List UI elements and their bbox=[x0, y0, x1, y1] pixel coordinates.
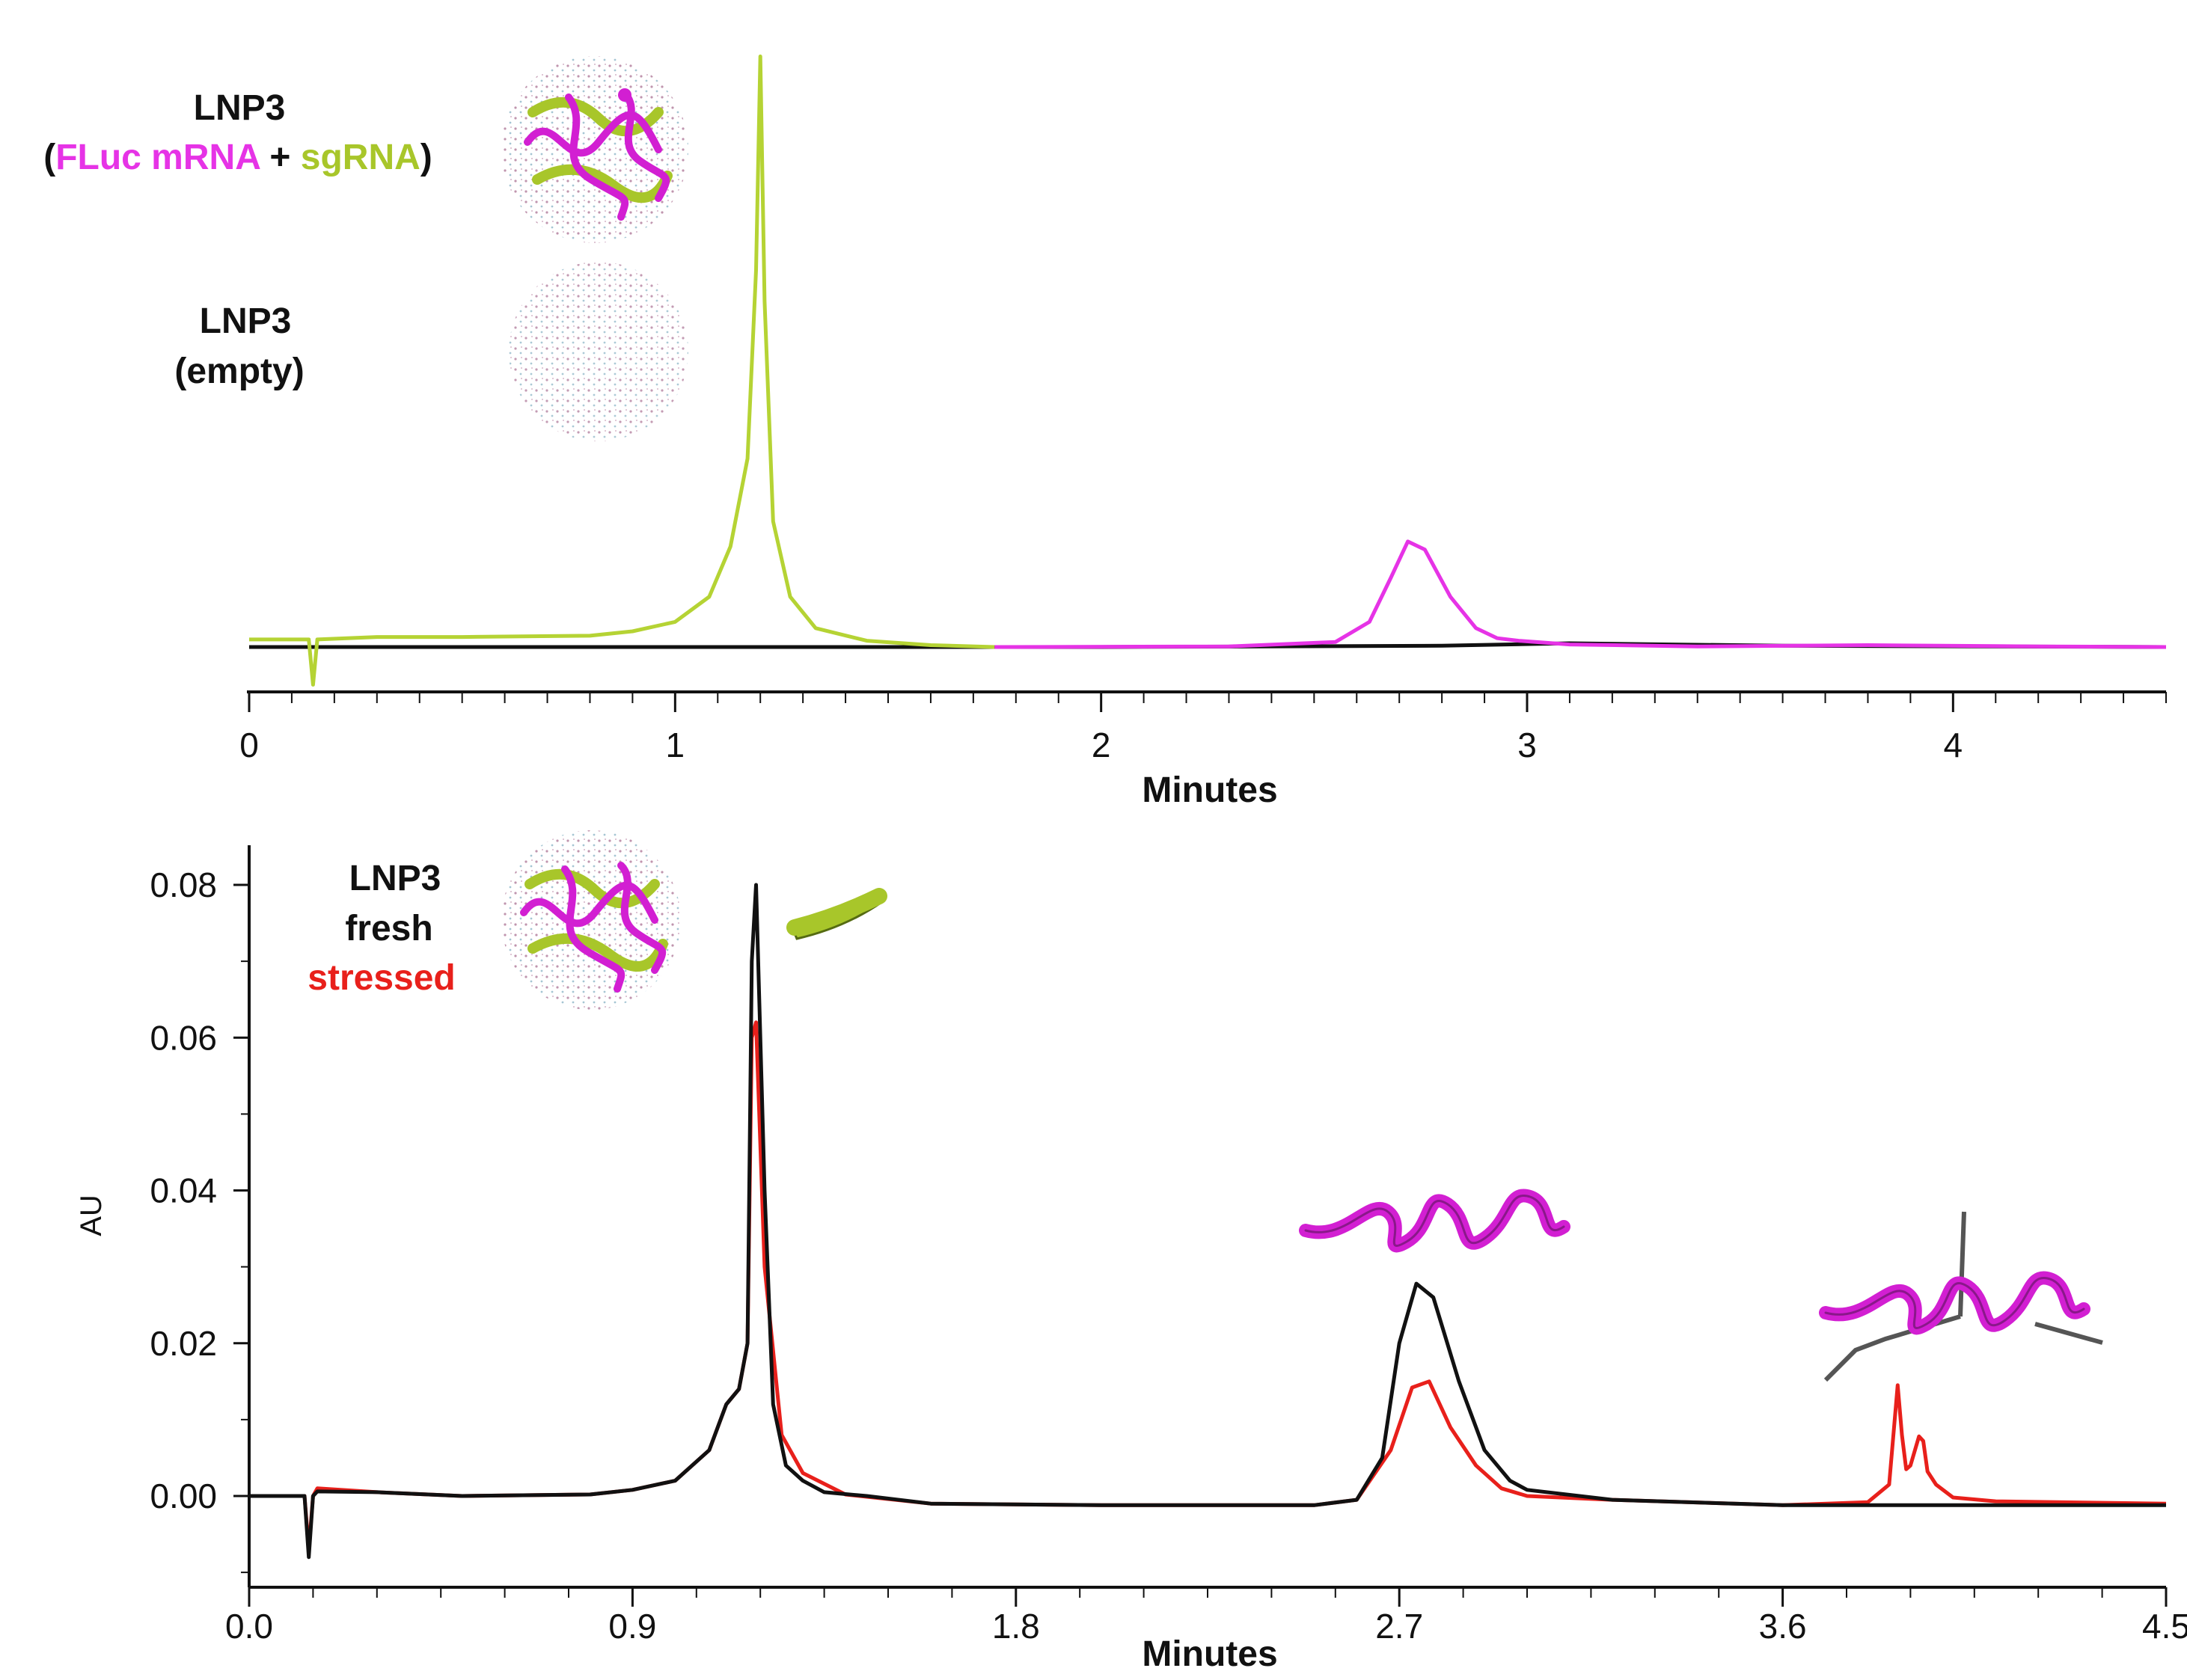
bottom-chart: 0.000.020.040.060.08 0.0 0.9 1.8 2.7 3.6 4.5 … bbox=[75, 845, 2187, 1674]
bottom-x-tick-label: 2.7 bbox=[1375, 1607, 1423, 1646]
bottom-x-tick-labels: 0.0 0.9 1.8 2.7 3.6 4.5 bbox=[225, 1607, 2187, 1646]
legend-sgrna-label: sgRNA bbox=[301, 138, 420, 177]
legend-mrna-label: FLuc mRNA bbox=[55, 138, 260, 177]
legend-loaded-title: LNP3 bbox=[194, 88, 286, 128]
top-x-tick-label: 4 bbox=[1944, 726, 1963, 764]
top-x-tick-labels: 0 1 2 3 4 bbox=[239, 726, 1963, 764]
bottom-x-tick-label: 3.6 bbox=[1759, 1607, 1807, 1646]
top-x-tick-label: 3 bbox=[1517, 726, 1537, 764]
bottom-y-tick-label: 0.00 bbox=[150, 1477, 217, 1515]
bottom-series-line-fresh bbox=[249, 883, 2166, 1560]
top-x-ticks bbox=[248, 692, 2167, 712]
bottom-series bbox=[249, 883, 2167, 1560]
legend-empty-title: LNP3 bbox=[200, 301, 292, 341]
legend-bottom-title: LNP3 bbox=[349, 859, 441, 898]
top-x-tick-label: 1 bbox=[666, 726, 685, 764]
bottom-y-tick-label: 0.02 bbox=[150, 1324, 217, 1363]
bottom-legend: LNP3 fresh stressed bbox=[308, 859, 455, 998]
top-x-axis-label: Minutes bbox=[1142, 770, 1277, 810]
top-series-line bbox=[994, 539, 2167, 649]
top-chart: 0 1 2 3 4 Minutes bbox=[239, 54, 2167, 810]
bottom-x-tick-label: 0.0 bbox=[225, 1607, 273, 1646]
bottom-x-tick-label: 0.9 bbox=[608, 1607, 656, 1646]
legend-stressed-label: stressed bbox=[308, 958, 455, 998]
top-legend: LNP3 (FLuc mRNA + sgRNA) LNP3 (empty) bbox=[43, 88, 432, 391]
bottom-y-tick-labels: 0.00 0.02 0.04 0.06 0.08 bbox=[150, 865, 217, 1515]
bottom-y-ticks bbox=[233, 883, 249, 1574]
mrna-helix-icon bbox=[1299, 1189, 1570, 1253]
top-series-line bbox=[249, 54, 995, 687]
bottom-y-axis-label: AU bbox=[75, 1195, 108, 1236]
bottom-series-line-stressed bbox=[249, 1020, 2167, 1551]
bottom-x-tick-label: 1.8 bbox=[992, 1607, 1040, 1646]
legend-empty-subtitle: (empty) bbox=[174, 352, 304, 391]
legend-fresh-label: fresh bbox=[345, 909, 432, 948]
bottom-y-tick-label: 0.08 bbox=[150, 865, 217, 904]
lnp-loaded-particle-icon-bottom bbox=[501, 830, 681, 1010]
bottom-x-ticks bbox=[248, 1587, 2168, 1607]
sgrna-fragment-icon bbox=[786, 888, 887, 940]
degraded-mrna-helix-icon bbox=[1819, 1211, 2103, 1382]
top-x-tick-label: 2 bbox=[1092, 726, 1111, 764]
lnp-empty-particle-icon bbox=[509, 262, 688, 441]
bottom-x-axis-label: Minutes bbox=[1142, 1634, 1277, 1674]
top-x-tick-label: 0 bbox=[239, 726, 259, 764]
bottom-y-tick-label: 0.06 bbox=[150, 1018, 217, 1057]
legend-loaded-subtitle: (FLuc mRNA + sgRNA) bbox=[43, 138, 432, 177]
bottom-x-tick-label: 4.5 bbox=[2142, 1607, 2187, 1646]
top-series bbox=[249, 54, 2167, 687]
lnp-loaded-particle-icon bbox=[501, 56, 688, 243]
bottom-y-tick-label: 0.04 bbox=[150, 1171, 217, 1210]
